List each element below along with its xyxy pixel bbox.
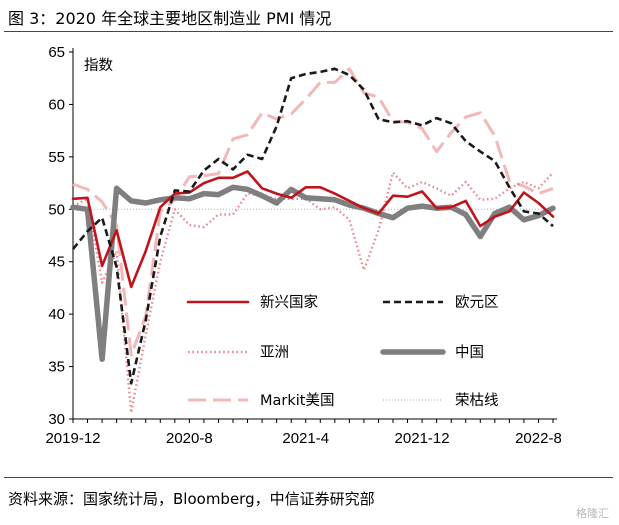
y-tick-label: 55 <box>48 149 65 166</box>
y-tick-label: 40 <box>48 306 65 323</box>
x-tick-label: 2022-8 <box>515 430 562 447</box>
series-line-2 <box>72 171 554 414</box>
series-line-4 <box>72 67 554 357</box>
legend-label-0: 新兴国家 <box>260 294 318 311</box>
x-tick-label: 2021-4 <box>282 430 329 447</box>
x-tick-label: 2019-12 <box>45 430 100 447</box>
y-tick-label: 45 <box>48 254 65 271</box>
figure-title: 图 3：2020 年全球主要地区制造业 PMI 情况 <box>8 9 332 28</box>
source-note: 资料来源：国家统计局，Bloomberg，中信证券研究部 <box>8 490 375 508</box>
legend-label-4: Markit美国 <box>260 392 334 409</box>
series-line-0 <box>71 170 555 289</box>
chart-axes: 30 35 40 45 50 55 60 65 2019-12 2020-8 2021-4 2021-… <box>45 44 561 447</box>
y-tick-label: 30 <box>48 411 65 428</box>
legend-label-5: 荣枯线 <box>455 392 499 409</box>
legend-label-3: 中国 <box>455 344 484 361</box>
legend-label-2: 亚洲 <box>260 345 289 361</box>
x-tick-label: 2021-12 <box>395 430 450 447</box>
x-tick-label: 2020-8 <box>166 430 213 447</box>
y-tick-label: 35 <box>48 359 65 376</box>
series-line-3 <box>70 184 556 362</box>
y-tick-label: 50 <box>48 201 65 218</box>
y-tick-label: 60 <box>48 96 65 113</box>
source-rule <box>4 477 613 478</box>
title-rule <box>4 31 613 32</box>
legend-label-1: 欧元区 <box>455 294 499 311</box>
watermark-text: 格隆汇 <box>576 507 609 520</box>
y-unit-label: 指数 <box>84 57 113 74</box>
chart-series-lines <box>70 67 556 414</box>
series-line-1 <box>71 67 554 385</box>
y-tick-label: 65 <box>48 44 65 61</box>
